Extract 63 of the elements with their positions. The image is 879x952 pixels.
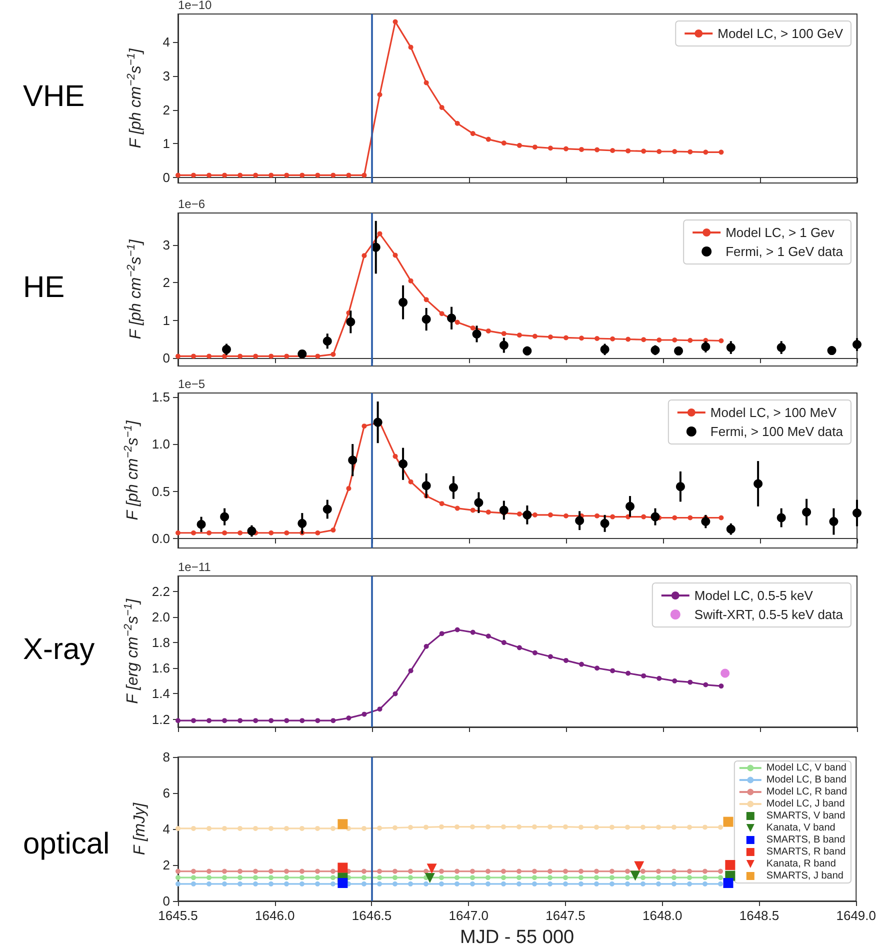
x-axis-title: MJD - 55 000 xyxy=(460,927,574,948)
y-tick-label: 1.0 xyxy=(152,436,170,452)
y-tick-label: 3 xyxy=(162,238,170,253)
text: 1e−11 xyxy=(178,560,212,574)
y-tick-label: 1.8 xyxy=(152,635,170,650)
legend-label: Model LC, > 1 Gev xyxy=(726,225,835,240)
legend-label: SMARTS, B band xyxy=(766,834,846,846)
y-axis-title: F [mJy] xyxy=(132,802,148,856)
legend-label: Kanata, V band xyxy=(766,822,836,834)
legend-label: Fermi, > 100 MeV data xyxy=(710,424,844,439)
text: HE xyxy=(23,271,65,304)
y-tick-label: 0 xyxy=(162,170,170,186)
legend-label: SMARTS, V band xyxy=(766,810,846,822)
y-tick-label: 2 xyxy=(162,102,170,118)
y-tick-label: 2 xyxy=(162,275,170,290)
y-tick-label: 2.2 xyxy=(152,584,170,599)
y-axis-title: F [ph cm−2s−1] xyxy=(126,48,144,148)
legend-label: Model LC, > 100 MeV xyxy=(710,405,837,420)
y-tick-label: 2 xyxy=(162,858,170,872)
text: 1e−10 xyxy=(178,0,212,12)
y-tick-label: 1 xyxy=(162,136,170,152)
x-tick-label: 1646.5 xyxy=(352,908,392,923)
y-tick-label: 0 xyxy=(162,894,170,908)
y-axis-title: F [ph cm−2s−1] xyxy=(122,420,142,520)
x-tick-label: 1646.0 xyxy=(254,908,295,923)
legend-label: Model LC, R band xyxy=(766,786,848,798)
x-tick-label: 1648.0 xyxy=(642,908,682,923)
y-tick-label: 1 xyxy=(162,312,170,328)
legend-label: Model LC, V band xyxy=(766,762,846,774)
y-tick-label: 1.5 xyxy=(152,389,170,404)
y-tick-label: 4 xyxy=(162,822,170,836)
legend-label: SMARTS, J band xyxy=(766,870,844,882)
text: optical xyxy=(23,828,110,860)
text: X-ray xyxy=(23,633,95,666)
y-tick-label: 1.2 xyxy=(152,712,170,727)
y-tick-label: 1.6 xyxy=(152,660,170,676)
y-tick-label: 2.0 xyxy=(152,609,170,624)
legend-label: Model LC, 0.5-5 keV xyxy=(694,588,814,603)
y-tick-label: 0.5 xyxy=(152,484,170,499)
y-axis-title: F [ph cm−2s−1] xyxy=(126,239,144,340)
y-tick-label: 4 xyxy=(162,34,170,50)
x-tick-label: 1648.5 xyxy=(739,908,780,923)
legend-label: Swift-XRT, 0.5-5 keV data xyxy=(694,607,844,622)
text: VHE xyxy=(23,80,85,113)
y-tick-label: 3 xyxy=(162,68,170,84)
legend-label: Model LC, > 100 GeV xyxy=(718,26,844,41)
legend-label: Model LC, J band xyxy=(766,798,845,810)
x-tick-label: 1649.0 xyxy=(836,908,876,923)
y-axis-title: F [erg cm−2s−1] xyxy=(122,598,142,704)
y-tick-label: 0.0 xyxy=(152,531,170,546)
y-tick-label: 1.4 xyxy=(152,686,170,702)
legend-label: SMARTS, R band xyxy=(766,846,846,858)
legend-label: Model LC, B band xyxy=(766,774,846,786)
legend-label: Kanata, R band xyxy=(766,858,836,870)
legend-label: Fermi, > 1 GeV data xyxy=(726,244,844,259)
y-tick-label: 6 xyxy=(162,786,170,800)
y-tick-label: 8 xyxy=(162,750,170,764)
y-tick-label: 0 xyxy=(162,350,170,366)
x-tick-label: 1647.5 xyxy=(546,908,586,923)
text: 1e−6 xyxy=(178,197,206,211)
x-tick-label: 1645.5 xyxy=(158,908,198,923)
x-tick-label: 1647.0 xyxy=(448,908,489,923)
text: 1e−5 xyxy=(178,377,206,391)
